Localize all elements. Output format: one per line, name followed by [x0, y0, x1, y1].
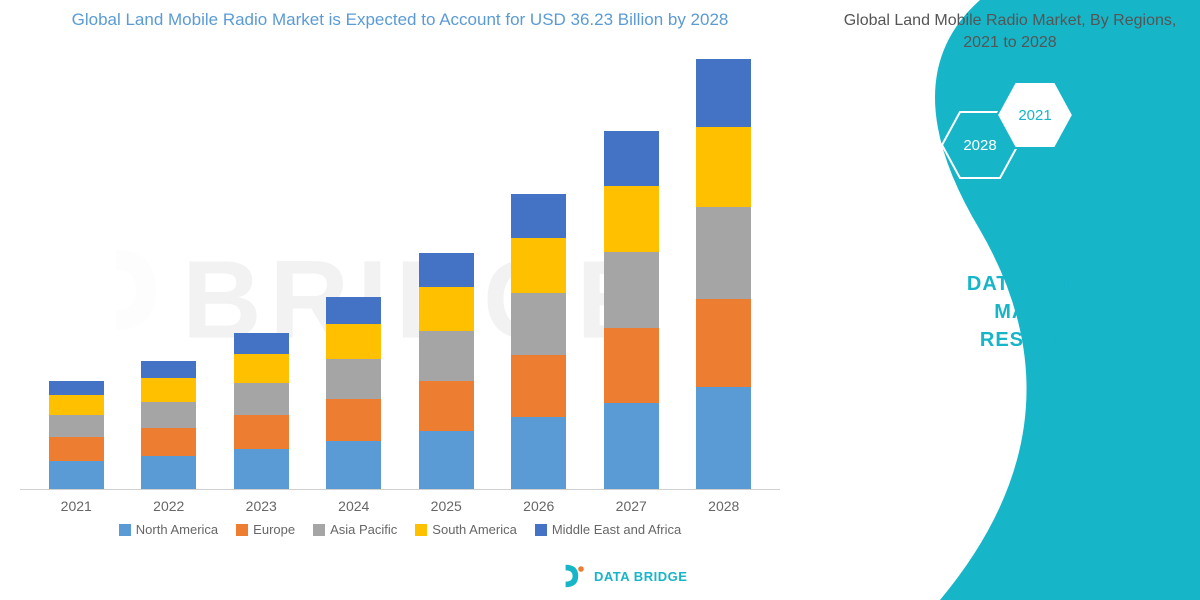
x-axis-label: 2023: [226, 490, 296, 514]
bar-group: [689, 59, 759, 489]
bar-segment: [696, 387, 751, 489]
x-axis-labels: 2021 2022 2023 2024 2025 2026 2027 2028: [20, 490, 780, 514]
bar-segment: [511, 293, 566, 355]
bar-segment: [234, 354, 289, 383]
hex-2021: 2021: [995, 80, 1075, 150]
bar-segment: [419, 253, 474, 287]
chart-title: Global Land Mobile Radio Market is Expec…: [20, 10, 780, 30]
main-container: Global Land Mobile Radio Market is Expec…: [0, 0, 1200, 600]
bar-segment: [234, 415, 289, 449]
legend-swatch: [313, 524, 325, 536]
bar-segment: [141, 428, 196, 456]
bar-segment: [511, 238, 566, 293]
bar-segment: [604, 403, 659, 489]
bar-stack: [141, 361, 196, 489]
bar-stack: [696, 59, 751, 489]
x-axis-label: 2025: [411, 490, 481, 514]
bar-segment: [511, 355, 566, 417]
legend-item: Asia Pacific: [313, 522, 397, 537]
x-axis-label: 2026: [504, 490, 574, 514]
bar-group: [411, 253, 481, 489]
right-panel: Global Land Mobile Radio Market, By Regi…: [800, 0, 1200, 600]
chart-area: [20, 50, 780, 490]
legend-swatch: [119, 524, 131, 536]
brand-line1: DATA BRIDGE: [967, 273, 1113, 295]
bar-stack: [604, 131, 659, 489]
bar-segment: [604, 186, 659, 252]
bar-segment: [419, 331, 474, 381]
bar-segment: [49, 381, 104, 395]
bar-segment: [696, 59, 751, 127]
bar-segment: [604, 328, 659, 403]
right-panel-title: Global Land Mobile Radio Market, By Regi…: [840, 10, 1180, 55]
bar-segment: [234, 383, 289, 415]
x-axis-label: 2024: [319, 490, 389, 514]
bar-segment: [511, 194, 566, 238]
x-axis-label: 2028: [689, 490, 759, 514]
bar-segment: [326, 324, 381, 359]
brand-text: DATA BRIDGE MARKET RESEARCH: [910, 270, 1170, 354]
bar-group: [41, 381, 111, 489]
bar-segment: [141, 402, 196, 428]
bar-segment: [604, 131, 659, 186]
x-axis-label: 2022: [134, 490, 204, 514]
bar-stack: [419, 253, 474, 489]
bar-segment: [234, 449, 289, 489]
chart-panel: Global Land Mobile Radio Market is Expec…: [0, 0, 800, 600]
bar-segment: [49, 437, 104, 461]
bar-stack: [326, 297, 381, 489]
bar-stack: [234, 333, 289, 489]
bar-group: [504, 194, 574, 489]
bar-group: [596, 131, 666, 489]
bar-segment: [141, 361, 196, 378]
bar-segment: [326, 359, 381, 399]
bar-segment: [419, 287, 474, 331]
legend-swatch: [535, 524, 547, 536]
legend-item: Middle East and Africa: [535, 522, 681, 537]
bar-segment: [604, 252, 659, 328]
brand-line2: MARKET: [994, 301, 1086, 323]
bar-segment: [49, 461, 104, 489]
legend-item: South America: [415, 522, 517, 537]
x-axis-label: 2027: [596, 490, 666, 514]
bar-segment: [696, 299, 751, 387]
hex-2028-label: 2028: [963, 137, 996, 154]
bar-stack: [49, 381, 104, 489]
bar-stack: [511, 194, 566, 489]
bar-segment: [419, 381, 474, 431]
legend-label: North America: [136, 522, 218, 537]
bar-segment: [234, 333, 289, 354]
bar-segment: [419, 431, 474, 489]
legend-item: Europe: [236, 522, 295, 537]
bar-segment: [49, 395, 104, 415]
brand-line3: RESEARCH: [980, 329, 1100, 351]
legend-swatch: [236, 524, 248, 536]
legend-swatch: [415, 524, 427, 536]
x-axis-label: 2021: [41, 490, 111, 514]
legend-label: Middle East and Africa: [552, 522, 681, 537]
legend-label: South America: [432, 522, 517, 537]
bar-group: [134, 361, 204, 489]
bar-segment: [141, 456, 196, 489]
bar-segment: [326, 399, 381, 441]
bar-group: [319, 297, 389, 489]
chart-legend: North America Europe Asia Pacific South Ame…: [20, 522, 780, 537]
legend-label: Asia Pacific: [330, 522, 397, 537]
bar-segment: [696, 127, 751, 207]
legend-label: Europe: [253, 522, 295, 537]
bar-segment: [326, 441, 381, 489]
bar-segment: [326, 297, 381, 324]
bar-segment: [49, 415, 104, 437]
bar-group: [226, 333, 296, 489]
bar-segment: [511, 417, 566, 489]
hex-2021-label: 2021: [1018, 107, 1051, 124]
legend-item: North America: [119, 522, 218, 537]
bar-segment: [141, 378, 196, 402]
bar-segment: [696, 207, 751, 299]
